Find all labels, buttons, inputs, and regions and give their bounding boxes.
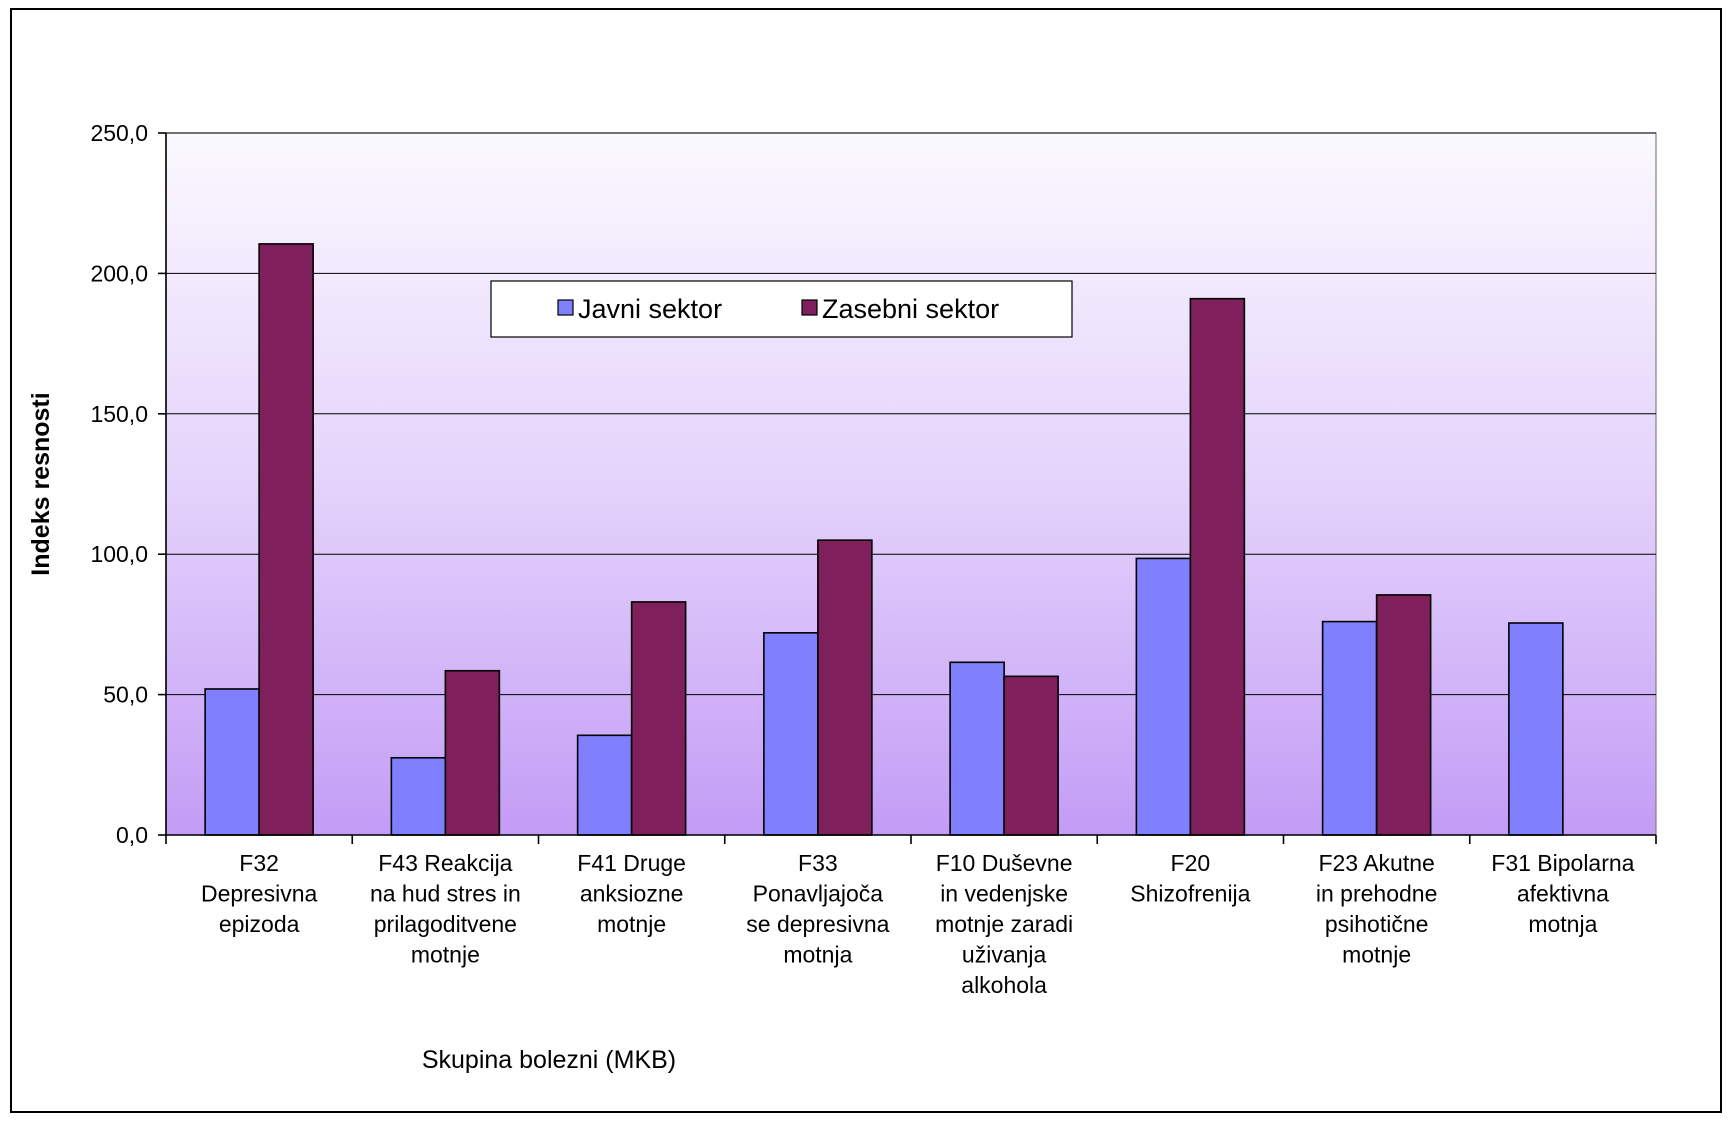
legend-label: Zasebni sektor: [822, 294, 999, 324]
y-tick-labels: 0,0 50,0 100,0 150,0 200,0 250,0: [90, 120, 148, 848]
bar: [576, 734, 633, 836]
bar: [258, 243, 314, 836]
bar: [630, 601, 687, 836]
bar: [444, 669, 501, 836]
plot-area: [165, 132, 1657, 836]
y-axis-title: Indeks resnosti: [27, 392, 55, 575]
y-tick-label: 50,0: [103, 682, 148, 708]
x-tick-label: F33 Ponavljajoča se depresivna motnja: [746, 850, 889, 968]
x-axis-title: Skupina bolezni (MKB): [422, 1046, 676, 1074]
bars: [204, 243, 1564, 836]
axes: [158, 132, 1657, 844]
x-tick-label: F41 Druge anksiozne motnje: [577, 850, 686, 937]
bar: [1135, 557, 1192, 836]
category-labels: F32 Depresivna epizoda F43 Reakcija na hud s…: [201, 850, 1635, 998]
y-tick-label: 100,0: [90, 541, 148, 567]
y-tick-label: 0,0: [116, 822, 148, 848]
legend-label: Javni sektor: [578, 294, 722, 324]
bar: [1321, 620, 1378, 836]
bar: [1375, 594, 1432, 836]
bar: [390, 756, 447, 836]
x-tick-label: F20 Shizofrenija: [1130, 850, 1250, 907]
x-tick-label: F32 Depresivna epizoda: [201, 850, 318, 937]
y-tick-label: 150,0: [90, 401, 148, 427]
bar: [204, 688, 260, 836]
legend-swatch: [557, 299, 574, 316]
y-tick-label: 200,0: [90, 260, 148, 286]
bar: [763, 632, 819, 836]
legend: Javni sektor Zasebni sektor: [490, 280, 1073, 338]
legend-box: [490, 280, 1073, 338]
y-tick-label: 250,0: [90, 120, 148, 146]
bar: [817, 539, 873, 836]
legend-swatch: [801, 299, 818, 316]
x-tick-label: F23 Akutne in prehodne psihotične motnje: [1316, 850, 1438, 968]
x-tick-label: F43 Reakcija na hud stres in prilagoditven…: [370, 850, 521, 968]
x-tick-label: F10 Duševne in vedenjske motnje zaradi uživ…: [935, 850, 1073, 998]
x-tick-label: F31 Bipolarna afektivna motnja: [1491, 850, 1634, 937]
bar: [1508, 622, 1564, 836]
bar: [1189, 297, 1246, 836]
bar: [1003, 675, 1059, 836]
bar: [949, 661, 1005, 836]
